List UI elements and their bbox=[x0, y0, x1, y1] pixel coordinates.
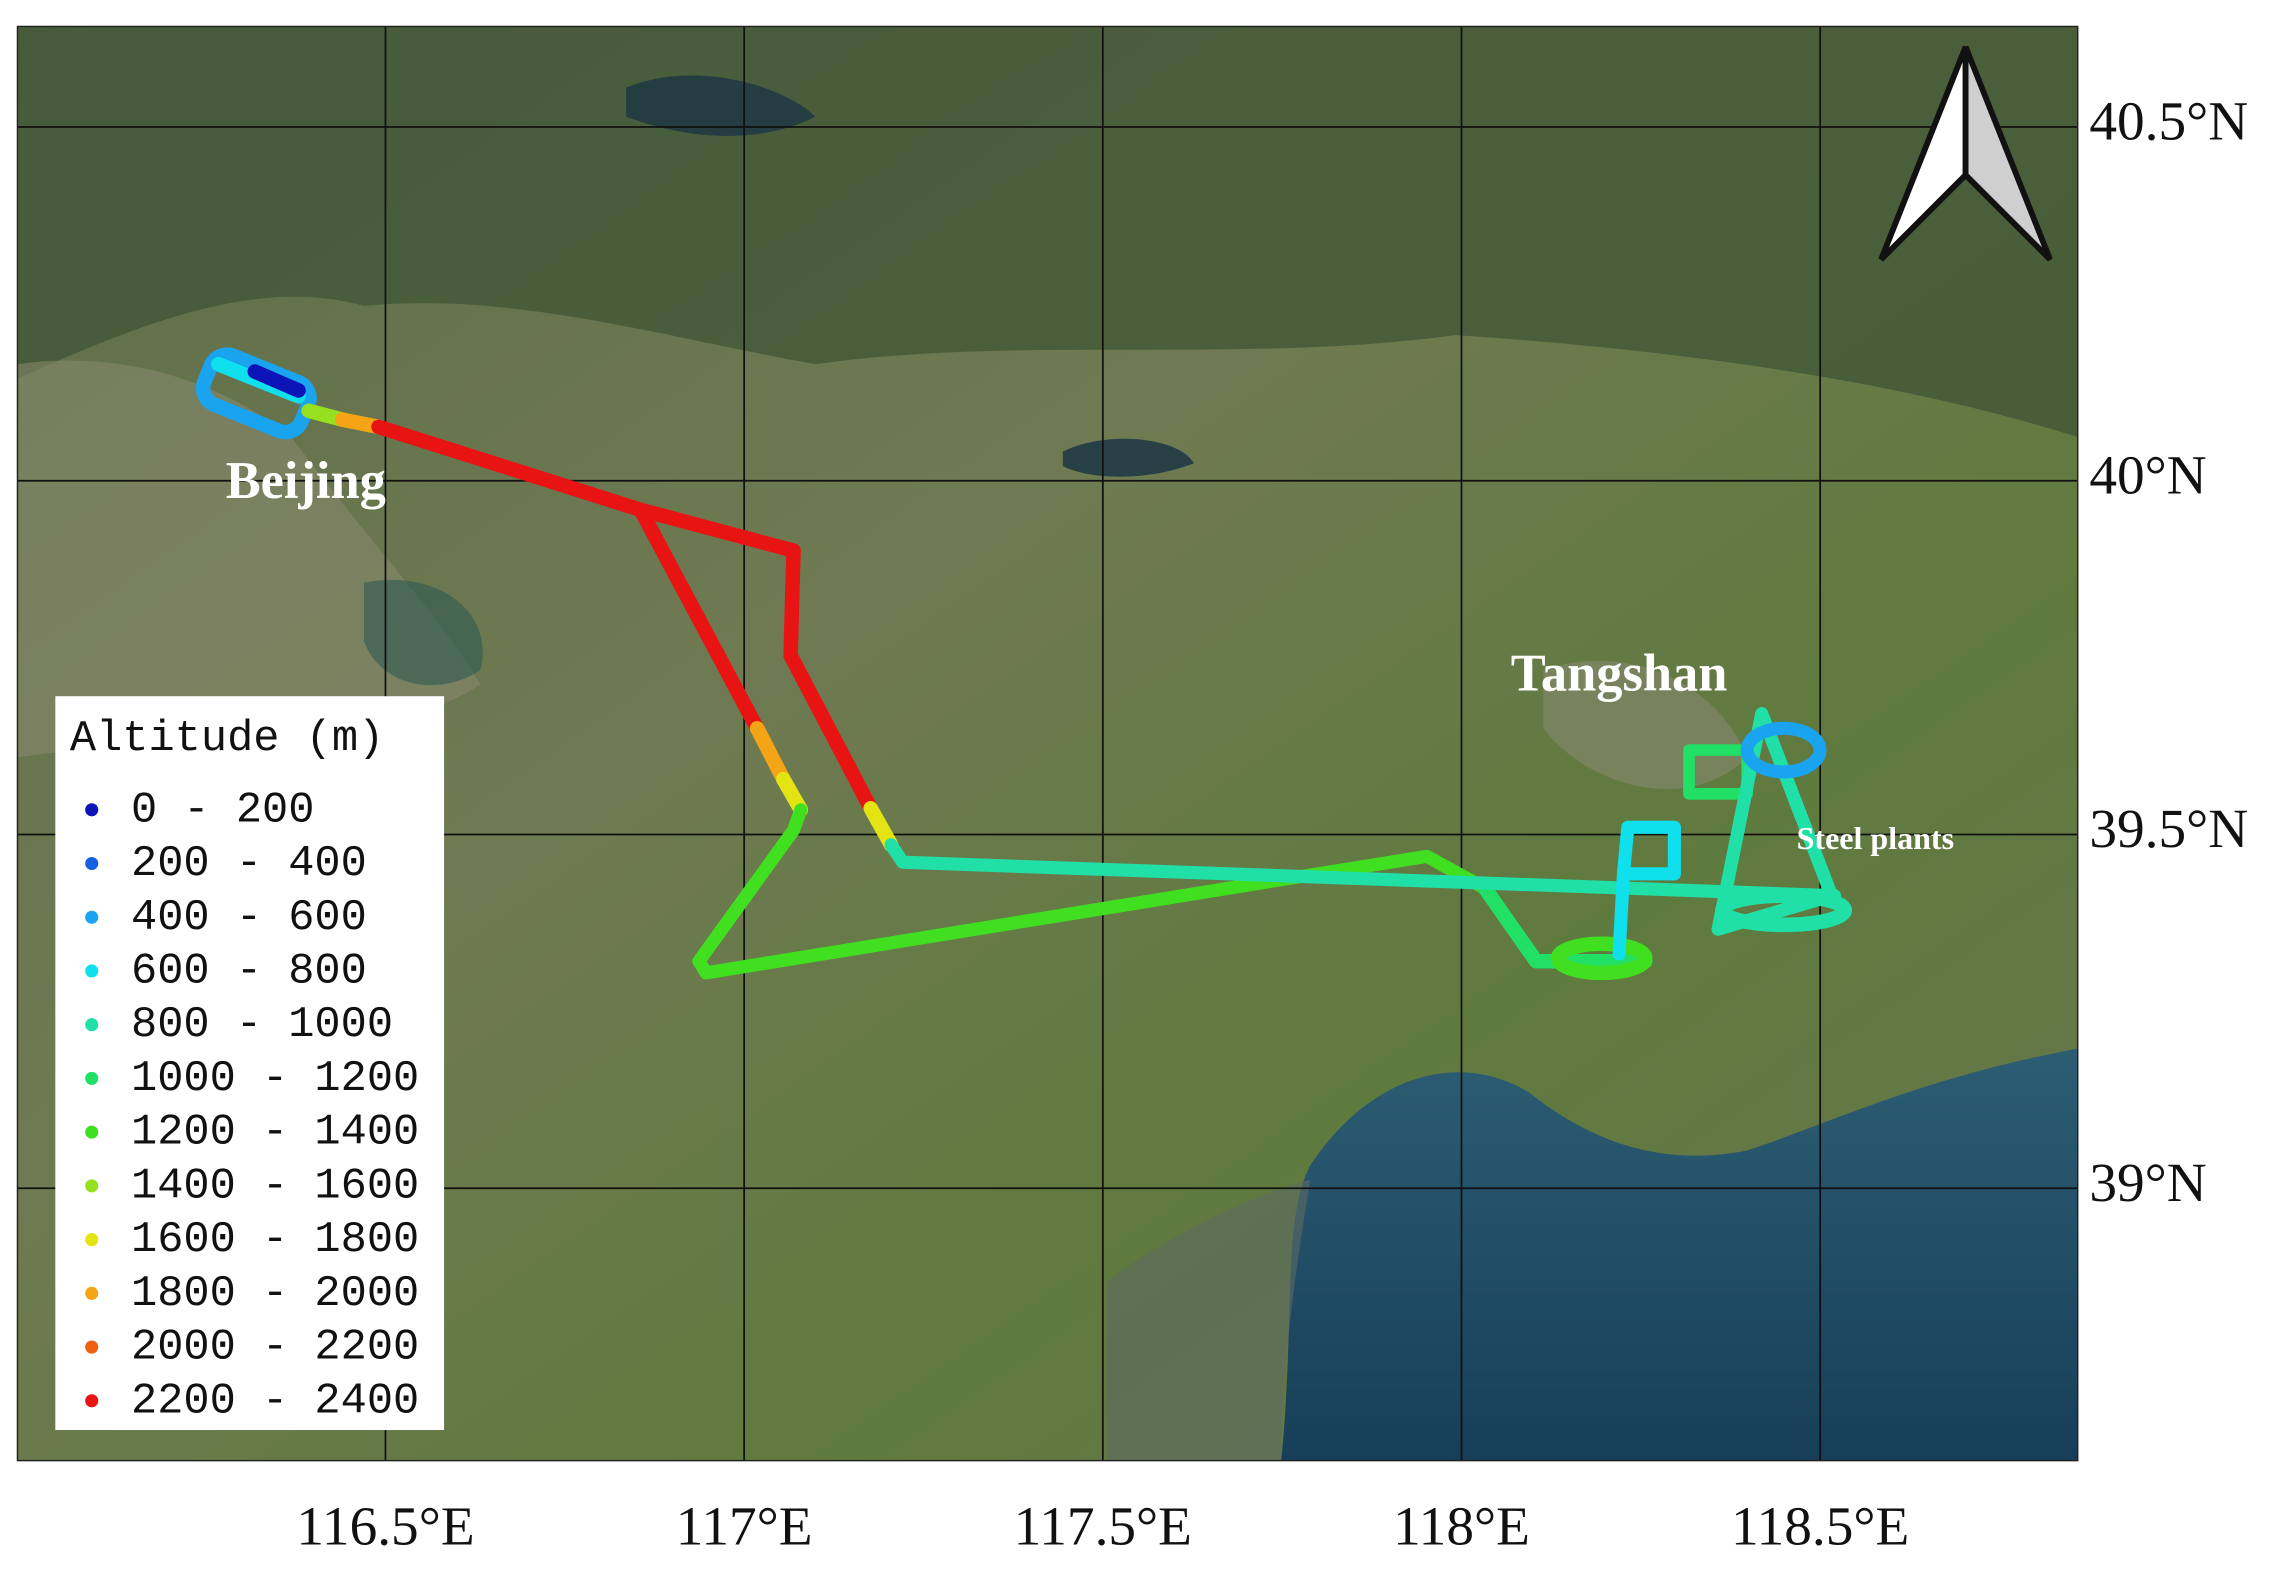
y-tick-label: 39.5°N bbox=[2089, 798, 2248, 859]
legend-swatch bbox=[85, 1394, 99, 1408]
x-tick-label: 118.5°E bbox=[1731, 1496, 1909, 1557]
legend-swatch bbox=[85, 856, 99, 871]
legend-swatch bbox=[85, 1018, 99, 1032]
track-loop bbox=[1740, 721, 1827, 779]
bohai-sea bbox=[1281, 1048, 2078, 1461]
legend-label: 400 - 600 bbox=[131, 894, 367, 943]
place-label: Steel plants bbox=[1797, 820, 1954, 856]
track-segment bbox=[633, 502, 765, 736]
map-frame bbox=[16, 25, 2079, 1462]
track-segment bbox=[863, 801, 899, 853]
track-segment bbox=[692, 803, 1492, 980]
reservoir bbox=[626, 75, 816, 136]
urban-tangshan bbox=[1543, 660, 1748, 790]
x-tick-label: 116.5°E bbox=[296, 1496, 474, 1557]
track-segment bbox=[749, 720, 791, 787]
legend-label: 1000 - 1200 bbox=[131, 1055, 419, 1104]
y-tick-label: 40.5°N bbox=[2089, 91, 2248, 152]
track-loop bbox=[1550, 936, 1653, 981]
legend-swatch bbox=[85, 964, 99, 978]
legend-swatch bbox=[85, 1179, 99, 1193]
north-arrow-right bbox=[1962, 45, 2053, 262]
legend-swatch bbox=[85, 1286, 99, 1300]
track-segment bbox=[1477, 881, 1653, 969]
legend-label: 1600 - 1800 bbox=[131, 1216, 419, 1265]
legend-label: 0 - 200 bbox=[131, 786, 314, 835]
track-segment bbox=[247, 364, 306, 398]
x-tick-label: 117.5°E bbox=[1014, 1496, 1192, 1557]
legend-label: 2000 - 2200 bbox=[131, 1324, 419, 1373]
track-segment bbox=[371, 419, 878, 816]
flight-track bbox=[195, 347, 1853, 981]
legend-label: 200 - 400 bbox=[131, 840, 367, 889]
legend-swatch bbox=[85, 1233, 99, 1247]
track-segment bbox=[884, 838, 1842, 903]
legend-label: 1200 - 1400 bbox=[131, 1109, 419, 1158]
legend: Altitude (m) 0 - 200 200 - 400 400 - 600 60… bbox=[55, 696, 445, 1431]
track-segment bbox=[1612, 820, 1681, 961]
urban-area bbox=[17, 360, 481, 758]
north-arrow bbox=[1878, 45, 2053, 262]
y-tick-label: 39°N bbox=[2089, 1152, 2206, 1213]
legend-swatch bbox=[85, 1071, 99, 1085]
y-tick-label: 40°N bbox=[2089, 444, 2206, 505]
track-loop bbox=[1715, 888, 1853, 933]
legend-label: 1800 - 2000 bbox=[131, 1270, 419, 1319]
legend-swatch bbox=[85, 1125, 99, 1139]
legend-label: 800 - 1000 bbox=[131, 1001, 393, 1050]
legend-box bbox=[55, 696, 445, 1431]
place-label: Tangshan bbox=[1511, 644, 1728, 702]
legend-swatch bbox=[85, 1340, 99, 1354]
track-loop bbox=[1711, 707, 1839, 936]
legend-label: 2200 - 2400 bbox=[131, 1377, 419, 1426]
place-label: Beijing bbox=[226, 452, 386, 510]
mountains bbox=[17, 26, 2078, 438]
legend-title: Altitude (m) bbox=[70, 715, 384, 764]
x-tick-label: 117°E bbox=[676, 1496, 813, 1557]
lakes bbox=[363, 579, 483, 686]
legend-label: 1400 - 1600 bbox=[131, 1162, 419, 1211]
legend-swatch bbox=[85, 803, 99, 817]
legend-swatch bbox=[85, 910, 99, 924]
reservoir bbox=[1062, 438, 1194, 477]
legend-label: 600 - 800 bbox=[131, 948, 367, 997]
salt-pans bbox=[1106, 1179, 1311, 1461]
x-tick-label: 118°E bbox=[1393, 1496, 1530, 1557]
